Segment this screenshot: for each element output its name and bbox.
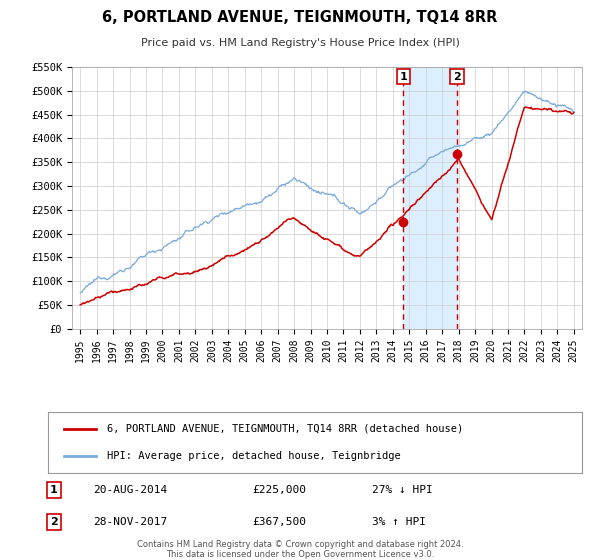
- Text: £367,500: £367,500: [252, 517, 306, 527]
- Text: 2: 2: [453, 72, 461, 82]
- Text: Contains HM Land Registry data © Crown copyright and database right 2024.: Contains HM Land Registry data © Crown c…: [137, 540, 463, 549]
- Text: This data is licensed under the Open Government Licence v3.0.: This data is licensed under the Open Gov…: [166, 550, 434, 559]
- Text: £225,000: £225,000: [252, 485, 306, 495]
- Text: 3% ↑ HPI: 3% ↑ HPI: [372, 517, 426, 527]
- Text: 20-AUG-2014: 20-AUG-2014: [93, 485, 167, 495]
- Text: 2: 2: [50, 517, 58, 527]
- Text: HPI: Average price, detached house, Teignbridge: HPI: Average price, detached house, Teig…: [107, 451, 400, 461]
- Bar: [403, 67, 457, 329]
- Text: 1: 1: [50, 485, 58, 495]
- Text: Price paid vs. HM Land Registry's House Price Index (HPI): Price paid vs. HM Land Registry's House …: [140, 38, 460, 48]
- Text: 27% ↓ HPI: 27% ↓ HPI: [372, 485, 433, 495]
- Text: 6, PORTLAND AVENUE, TEIGNMOUTH, TQ14 8RR (detached house): 6, PORTLAND AVENUE, TEIGNMOUTH, TQ14 8RR…: [107, 424, 463, 434]
- Text: 6, PORTLAND AVENUE, TEIGNMOUTH, TQ14 8RR: 6, PORTLAND AVENUE, TEIGNMOUTH, TQ14 8RR: [103, 10, 497, 25]
- Text: 1: 1: [400, 72, 407, 82]
- Text: 28-NOV-2017: 28-NOV-2017: [93, 517, 167, 527]
